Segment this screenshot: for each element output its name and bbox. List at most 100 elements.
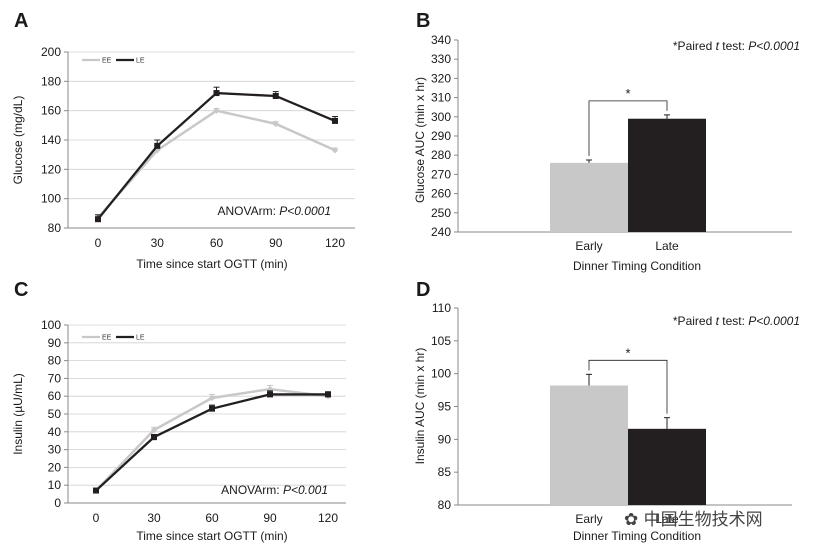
y-tick-label: 330 <box>431 52 451 66</box>
data-point <box>154 147 161 154</box>
x-tick-label: 90 <box>269 236 283 250</box>
x-tick-label: 0 <box>93 511 100 525</box>
data-point <box>150 426 158 434</box>
data-point <box>209 405 215 412</box>
data-point <box>213 90 220 97</box>
y-tick-label: 280 <box>431 148 451 162</box>
data-point <box>154 142 161 149</box>
legend-label: LE <box>136 335 145 342</box>
y-tick-label: 90 <box>438 432 452 446</box>
anova-annotation: ANOVArm: P<0.0001 <box>218 204 332 218</box>
y-tick-label: 50 <box>48 407 62 421</box>
panel-letter: D <box>416 279 430 301</box>
anova-label: ANOVArm: <box>221 483 283 497</box>
y-tick-label: 70 <box>48 371 62 385</box>
legend-label: LE <box>136 58 145 65</box>
x-tick-label: 120 <box>325 236 345 250</box>
legend-label: EE <box>102 58 112 65</box>
y-tick-label: 300 <box>431 110 451 124</box>
significance-bracket <box>588 100 668 156</box>
y-tick-label: 0 <box>54 496 61 510</box>
x-tick-label: 60 <box>205 511 219 525</box>
bar-early <box>550 385 628 505</box>
wechat-icon: ✿ <box>624 510 639 530</box>
note-t: t <box>716 314 720 328</box>
x-tick-label: 90 <box>263 511 277 525</box>
note-p-value: P<0.0001 <box>748 314 800 328</box>
anova-p-value: P<0.001 <box>283 483 328 497</box>
y-tick-label: 140 <box>41 133 61 147</box>
x-axis-title: Dinner Timing Condition <box>573 529 701 543</box>
legend-label: EE <box>102 335 112 342</box>
y-tick-label: 310 <box>431 91 451 105</box>
series-ee <box>92 385 332 494</box>
y-tick-label: 200 <box>41 45 61 59</box>
x-tick-label: 30 <box>147 511 161 525</box>
paired-test-note: *Paired t test: P<0.0001 <box>673 314 800 328</box>
y-tick-label: 240 <box>431 225 451 239</box>
panel-letter: B <box>416 10 430 32</box>
y-axis-title: Insulin (µU/mL) <box>11 373 25 455</box>
data-point <box>272 120 279 128</box>
bar-late <box>628 118 706 232</box>
y-tick-label: 60 <box>48 389 62 403</box>
note-t: t <box>716 39 720 53</box>
x-tick-label: 120 <box>318 511 338 525</box>
x-tick-label: Late <box>655 512 679 526</box>
y-axis-title: Glucose AUC (min x hr) <box>413 77 427 203</box>
x-tick-label: 0 <box>95 236 102 250</box>
series-line <box>95 387 329 492</box>
panel-letter: A <box>14 10 28 32</box>
y-tick-label: 320 <box>431 71 451 85</box>
y-axis-title: Insulin AUC (min x hr) <box>413 348 427 465</box>
y-tick-label: 100 <box>41 192 61 206</box>
panel-letter: C <box>14 279 28 301</box>
watermark-text: ✿ 中国生物技术网 <box>624 510 763 530</box>
y-tick-label: 80 <box>438 498 452 512</box>
note-test: test: <box>719 314 748 328</box>
note-test: test: <box>719 39 748 53</box>
y-tick-label: 340 <box>431 33 451 47</box>
panel-d: D 80 85 90 95 100 105 110 Dinner Timing Conditio… <box>413 279 800 543</box>
y-tick-label: 120 <box>41 162 61 176</box>
y-tick-label: 100 <box>41 318 61 332</box>
y-tick-label: 270 <box>431 167 451 181</box>
data-point <box>272 93 279 99</box>
y-tick-label: 80 <box>48 221 62 235</box>
y-tick-label: 80 <box>48 354 62 368</box>
y-tick-label: 160 <box>41 104 61 118</box>
note-prefix: *Paired <box>673 39 716 53</box>
panel-c: C 0 10 20 30 40 50 60 70 80 90 100 Time since start … <box>11 279 346 543</box>
note-prefix: *Paired <box>673 314 716 328</box>
y-tick-label: 10 <box>48 478 62 492</box>
anova-p-value: P<0.0001 <box>279 204 331 218</box>
anova-label: ANOVArm: <box>218 204 280 218</box>
y-tick-label: 105 <box>431 334 451 348</box>
data-point <box>95 216 101 223</box>
data-point <box>331 147 339 154</box>
y-axis-title: Glucose (mg/dL) <box>11 96 25 185</box>
x-tick-label: 60 <box>210 236 224 250</box>
y-tick-label: 95 <box>438 400 452 414</box>
bar-early <box>550 162 628 232</box>
x-axis-title: Time since start OGTT (min) <box>136 529 287 543</box>
data-point <box>213 107 220 114</box>
y-tick-label: 100 <box>431 367 451 381</box>
legend: EE LE <box>82 335 145 342</box>
x-axis-title: Time since start OGTT (min) <box>136 257 287 271</box>
y-tick-label: 20 <box>48 460 62 474</box>
x-tick-label: Early <box>575 239 602 253</box>
legend: EE LE <box>82 58 145 65</box>
y-tick-label: 180 <box>41 74 61 88</box>
paired-test-note: *Paired t test: P<0.0001 <box>673 39 800 53</box>
y-tick-label: 290 <box>431 129 451 143</box>
panel-b: B 240 250 260 270 280 290 300 310 320 330 340 Dinner… <box>413 10 800 273</box>
x-tick-label: 30 <box>151 236 165 250</box>
y-tick-label: 110 <box>432 301 451 315</box>
bar-late <box>628 428 706 505</box>
significance-star: * <box>625 345 630 360</box>
data-point <box>208 394 216 402</box>
y-tick-label: 85 <box>438 465 452 479</box>
panel-a: A 80 100 120 140 160 180 200 Time since start OG… <box>11 10 355 271</box>
series-le <box>93 390 331 494</box>
